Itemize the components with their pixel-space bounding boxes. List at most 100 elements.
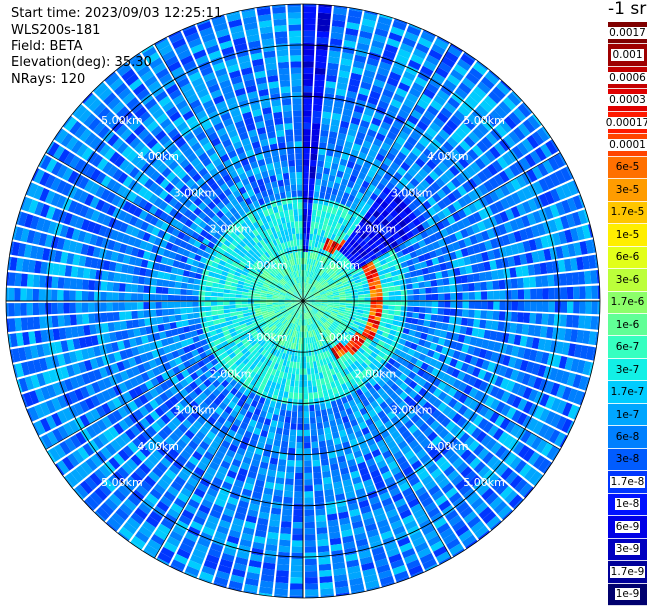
- radar-cell: [472, 273, 481, 282]
- radar-cell: [407, 167, 418, 177]
- radar-cell: [372, 227, 381, 235]
- radar-cell: [355, 315, 363, 320]
- radar-cell: [321, 295, 328, 298]
- radar-cell: [173, 295, 181, 301]
- radar-cell: [94, 313, 102, 323]
- radar-cell: [367, 149, 378, 159]
- radar-cell: [118, 283, 126, 292]
- radar-cell: [573, 242, 582, 256]
- radar-cell: [75, 290, 83, 301]
- radar-cell: [364, 219, 373, 228]
- radar-cell: [377, 325, 385, 332]
- radar-cell: [303, 214, 307, 222]
- radar-cell: [381, 142, 391, 152]
- radar-cell: [223, 309, 231, 314]
- radar-cell: [303, 221, 307, 228]
- radar-cell: [281, 434, 289, 442]
- radar-cell: [579, 286, 586, 299]
- radar-cell: [337, 189, 345, 198]
- radar-cell: [463, 135, 476, 148]
- radar-cell: [375, 312, 382, 318]
- radar-cell: [333, 182, 341, 190]
- radar-cell: [343, 234, 350, 242]
- radar-cell: [493, 173, 505, 186]
- radar-cell: [437, 161, 449, 173]
- radar-cell: [461, 77, 476, 90]
- radar-cell: [411, 227, 420, 236]
- radar-cell: [309, 417, 316, 424]
- radar-cell: [297, 423, 303, 431]
- radar-cell: [421, 347, 430, 356]
- radar-cell: [382, 115, 394, 126]
- radar-cell: [466, 364, 476, 375]
- radar-cell: [304, 546, 317, 553]
- radar-cell: [340, 255, 347, 262]
- radar-cell: [361, 113, 373, 123]
- radar-cell: [553, 314, 561, 327]
- radar-cell: [229, 297, 236, 301]
- radar-cell: [358, 87, 370, 96]
- radar-cell: [500, 80, 512, 91]
- radar-cell: [422, 131, 434, 143]
- radar-cell: [306, 221, 311, 228]
- radar-cell: [332, 106, 343, 115]
- radar-cell: [429, 250, 438, 259]
- radar-cell: [413, 306, 420, 313]
- radar-cell: [386, 38, 401, 48]
- radar-cell: [307, 291, 312, 297]
- radar-cell: [404, 340, 412, 348]
- radar-cell: [314, 303, 322, 306]
- radar-cell: [559, 314, 567, 327]
- radar-cell: [571, 272, 580, 285]
- radar-cell: [326, 293, 334, 296]
- radar-cell: [484, 350, 493, 361]
- radar-cell: [583, 209, 590, 223]
- radar-cell: [304, 289, 308, 296]
- radar-cell: [309, 271, 313, 278]
- radar-cell: [373, 78, 386, 89]
- radar-cell: [335, 88, 347, 97]
- radar-cell: [149, 294, 156, 301]
- radar-cell: [525, 361, 535, 374]
- radar-cell: [421, 326, 430, 334]
- radar-cell: [585, 239, 594, 254]
- radar-cell: [181, 276, 189, 283]
- radar-cell: [394, 290, 402, 296]
- radar-cell: [549, 367, 559, 381]
- radar-cell: [199, 311, 206, 318]
- radar-cell: [305, 343, 309, 351]
- radar-cell: [496, 81, 511, 96]
- radar-cell: [423, 340, 432, 349]
- radar-cell: [531, 337, 540, 350]
- radar-cell: [421, 220, 431, 230]
- radar-cell: [303, 356, 307, 363]
- radar-cell: [349, 223, 357, 232]
- radar-cell: [412, 208, 422, 218]
- radar-cell: [253, 301, 261, 304]
- radar-cell: [351, 292, 358, 296]
- radar-cell: [390, 270, 398, 277]
- radar-cell: [320, 249, 326, 256]
- radar-cell: [380, 278, 388, 284]
- radar-cell: [314, 304, 321, 308]
- radar-cell: [547, 313, 555, 326]
- radar-cell: [308, 296, 315, 299]
- radar-cell: [366, 274, 373, 280]
- radar-cell: [325, 211, 331, 219]
- radar-cell: [373, 276, 381, 282]
- radar-cell: [435, 66, 449, 79]
- radar-cell: [531, 251, 540, 263]
- radar-cell: [549, 172, 561, 187]
- radar-cell: [276, 471, 286, 479]
- radar-cell: [554, 287, 562, 300]
- radar-cell: [565, 272, 573, 286]
- radar-cell: [492, 310, 500, 321]
- radar-cell: [431, 257, 440, 266]
- radar-cell: [349, 238, 357, 246]
- radar-cell: [542, 288, 549, 300]
- radar-cell: [489, 109, 503, 123]
- radar-cell: [371, 272, 379, 278]
- radar-cell: [193, 318, 201, 324]
- radar-cell: [337, 285, 344, 290]
- radar-cell: [465, 95, 479, 108]
